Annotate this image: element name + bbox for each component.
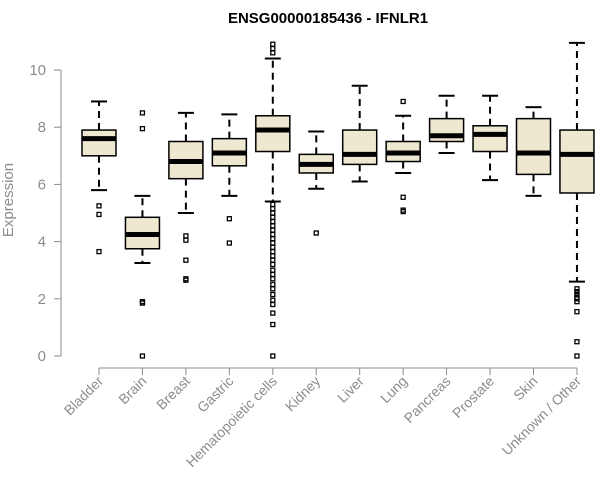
outlier-point <box>183 257 189 263</box>
outlier-point <box>270 276 276 282</box>
x-tick-label: Skin <box>510 373 541 404</box>
chart-title: ENSG00000185436 - IFNLR1 <box>228 10 428 27</box>
y-tick-label: 10 <box>29 62 46 79</box>
y-tick-label: 2 <box>38 291 46 308</box>
outlier-point <box>400 98 406 105</box>
outlier-point <box>139 125 146 132</box>
outlier-point <box>574 299 580 305</box>
outlier-point <box>270 214 276 220</box>
outlier-point <box>270 45 276 52</box>
outlier-point <box>270 210 276 216</box>
x-tick-label: Unknown / Other <box>498 373 584 459</box>
outlier-point <box>270 353 276 359</box>
outlier-point <box>270 271 276 278</box>
box-group <box>81 100 117 255</box>
outlier-point <box>270 321 276 328</box>
box-group <box>428 94 465 154</box>
outlier-point <box>270 223 276 229</box>
outlier-point <box>574 339 580 345</box>
y-axis: 0 2 4 6 8 10 <box>29 62 62 365</box>
outlier-point <box>270 244 276 250</box>
outlier-point <box>270 227 276 233</box>
outlier-point <box>574 353 580 359</box>
outlier-point <box>183 237 189 243</box>
outlier-point <box>183 277 189 283</box>
box-iqr <box>559 129 595 194</box>
y-axis-label: Expression <box>0 163 17 237</box>
x-tick-label: Breast <box>153 373 193 413</box>
outlier-point <box>574 309 580 315</box>
x-tick-label: Brain <box>115 373 149 407</box>
outlier-point <box>96 203 102 209</box>
y-tick-label: 0 <box>38 348 46 365</box>
outlier-point <box>270 297 276 303</box>
x-tick-label: Pancreas <box>401 373 454 426</box>
box-iqr <box>515 117 552 176</box>
outlier-point <box>270 240 276 246</box>
outlier-point <box>270 286 276 292</box>
outlier-point <box>270 281 276 288</box>
outlier-point <box>270 261 276 268</box>
outlier-point <box>400 194 406 200</box>
outlier-point <box>270 253 276 259</box>
y-tick-label: 8 <box>38 119 46 136</box>
outlier-point <box>139 353 146 359</box>
x-tick-label: Prostate <box>449 373 497 421</box>
outlier-point <box>270 41 276 47</box>
outlier-point <box>270 50 276 56</box>
x-tick-label: Liver <box>334 373 367 406</box>
box-group <box>124 110 161 359</box>
outlier-point <box>226 216 233 222</box>
box-group <box>515 106 552 197</box>
box-group <box>211 113 248 246</box>
outlier-point <box>270 257 276 263</box>
outlier-point <box>270 206 276 212</box>
x-tick-label: Lung <box>377 373 410 406</box>
outlier-point <box>226 240 233 246</box>
outlier-point <box>574 286 580 292</box>
outlier-point <box>270 201 276 208</box>
outlier-point <box>270 231 276 238</box>
outlier-point <box>270 310 276 316</box>
outlier-point <box>139 300 146 306</box>
box-group <box>559 41 595 359</box>
y-tick-label: 4 <box>38 234 46 251</box>
box-group <box>472 94 508 182</box>
outlier-point <box>270 248 276 255</box>
outlier-point <box>139 110 146 116</box>
outlier-point <box>270 291 276 298</box>
y-tick-label: 6 <box>38 176 46 193</box>
boxes-layer <box>81 41 595 359</box>
box-group <box>255 41 291 359</box>
outlier-point <box>270 236 276 242</box>
outlier-point <box>400 208 406 215</box>
outlier-point <box>270 267 276 273</box>
outlier-point <box>270 301 276 308</box>
x-tick-label: Bladder <box>61 373 107 419</box>
x-tick-label: Kidney <box>282 373 324 415</box>
box-iqr <box>341 129 378 166</box>
box-group <box>341 84 378 183</box>
outlier-point <box>183 233 189 239</box>
outlier-point <box>96 248 102 255</box>
box-group <box>385 98 421 215</box>
box-iqr <box>81 129 117 157</box>
x-tick-label: Gastric <box>194 373 237 416</box>
box-group <box>298 130 334 236</box>
outlier-point <box>270 218 276 225</box>
box-iqr <box>472 125 508 153</box>
outlier-point <box>313 230 319 236</box>
outlier-point <box>574 296 580 302</box>
outlier-point <box>96 211 102 218</box>
outlier-point <box>574 288 580 295</box>
box-iqr <box>255 115 291 153</box>
box-group <box>168 111 204 283</box>
